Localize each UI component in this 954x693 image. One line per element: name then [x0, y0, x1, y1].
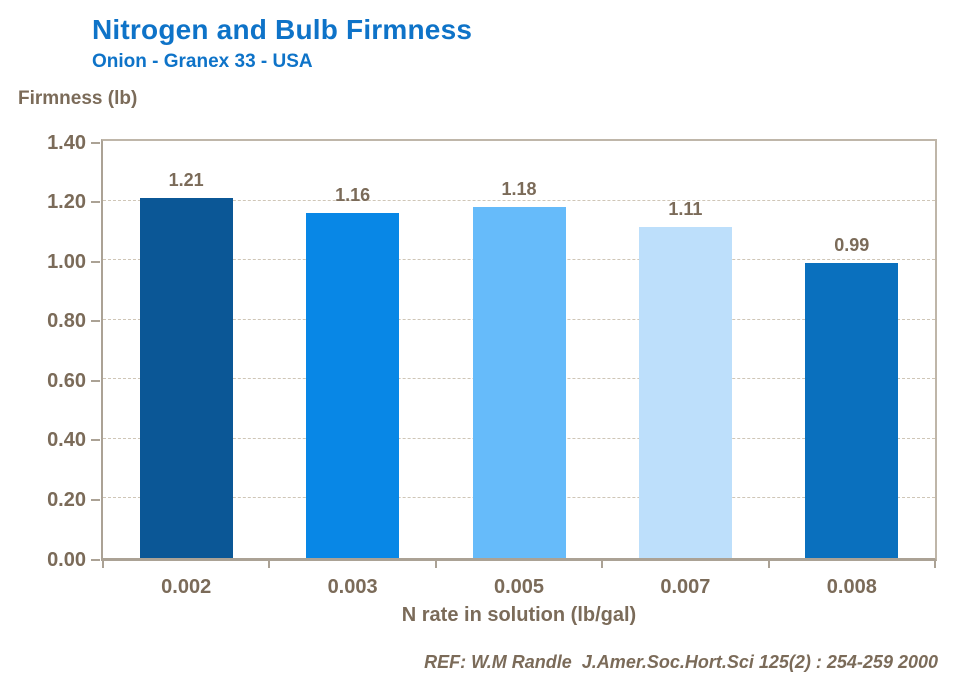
y-tick-label: 0.60	[47, 369, 86, 392]
x-tick-label: 0.005	[493, 576, 545, 598]
x-tick-mark	[434, 561, 437, 568]
y-tick-label: 1.40	[47, 131, 86, 154]
y-tick-mark	[91, 439, 100, 442]
x-tick-mark	[268, 561, 271, 568]
x-tick-mark	[934, 561, 936, 568]
y-tick-mark	[91, 558, 100, 561]
y-tick-label: 1.00	[47, 250, 86, 273]
x-tick-mark	[767, 561, 770, 568]
bar	[805, 263, 899, 558]
x-tick-label: 0.003	[327, 576, 378, 598]
y-tick-label: 1.20	[47, 191, 86, 214]
y-tick-mark	[91, 320, 100, 323]
y-tick-mark	[91, 201, 100, 204]
x-axis-title: N rate in solution (lb/gal)	[401, 604, 637, 626]
x-tick-label: 0.007	[660, 576, 711, 598]
bar	[139, 197, 233, 558]
y-tick-label: 0.80	[47, 310, 86, 333]
y-tick-label: 0.20	[47, 488, 86, 511]
chart-subtitle: Onion - Granex 33 - USA	[92, 51, 313, 72]
bar-value-label: 1.21	[168, 169, 204, 190]
bar	[472, 206, 566, 558]
gridline	[103, 199, 935, 201]
y-tick-mark	[91, 141, 100, 144]
bar	[638, 227, 732, 558]
chart-title: Nitrogen and Bulb Firmness	[92, 14, 473, 45]
y-axis-title: Firmness (lb)	[18, 88, 138, 109]
y-tick-label: 0.40	[47, 429, 86, 452]
bar-value-label: 1.16	[335, 184, 371, 205]
x-tick-mark	[601, 561, 604, 568]
x-tick-mark	[102, 561, 104, 568]
x-tick-label: 0.002	[161, 576, 212, 598]
bar-value-label: 1.18	[501, 178, 537, 199]
y-tick-mark	[91, 379, 100, 382]
y-tick-mark	[91, 498, 100, 501]
bar-value-label: 0.99	[834, 235, 870, 256]
y-tick-mark	[91, 260, 100, 263]
plot-area: 1.21 1.16 1.18 1.11 0.99	[101, 139, 937, 561]
bar-value-label: 1.11	[668, 199, 703, 220]
y-tick-label: 0.00	[47, 548, 86, 571]
x-tick-label: 0.008	[826, 576, 877, 598]
bar	[306, 212, 400, 558]
reference-citation: REF: W.M Randle J.Amer.Soc.Hort.Sci 125(…	[424, 652, 938, 672]
